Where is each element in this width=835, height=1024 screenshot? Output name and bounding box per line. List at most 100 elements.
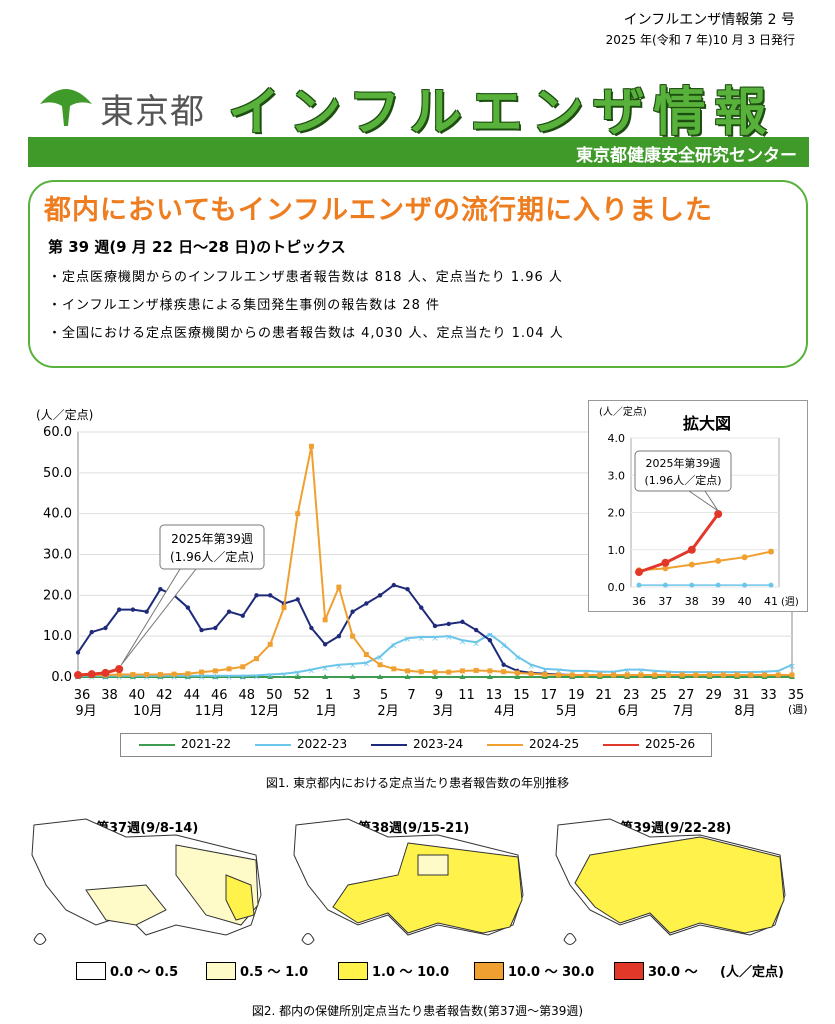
data-point-2024-25 <box>157 672 163 678</box>
data-point-2024-25 <box>583 672 589 678</box>
inset-series-2025-26-point <box>661 558 670 567</box>
y-tick-label: 0.0 <box>51 670 72 685</box>
data-point-2024-25 <box>569 672 575 678</box>
annotation-box <box>159 524 265 570</box>
legend-swatch-1 <box>206 962 236 980</box>
map-title-week38: 第38週(9/15-21) <box>358 821 470 836</box>
series-line-2025-26 <box>77 667 120 677</box>
x-tick-label: 5 <box>380 688 388 703</box>
data-point-2024-25 <box>418 669 424 675</box>
data-point-2023-24 <box>116 607 122 612</box>
legend-line-2021-22 <box>139 744 175 746</box>
data-point-2022-23: × <box>239 673 247 683</box>
inset-title: 拡大図 <box>683 414 731 433</box>
data-point-2022-23: × <box>459 637 467 647</box>
data-point-2023-24 <box>473 627 479 633</box>
data-point-2024-25 <box>336 584 342 590</box>
data-point-2021-22 <box>294 674 301 679</box>
inset-y-tick: 1.0 <box>608 544 626 557</box>
data-point-2024-25 <box>707 672 713 678</box>
newsletter-title: インフルエンザ情報 <box>228 83 776 143</box>
data-point-2023-24 <box>295 597 300 602</box>
inset-series-2024-25-point <box>688 561 695 568</box>
data-point-2023-24 <box>432 623 438 629</box>
legend-swatch-0 <box>76 962 106 980</box>
data-point-2023-24 <box>350 609 355 614</box>
x-month-label: 9月 <box>75 704 96 719</box>
topic-bullet: ・定点医療機関からのインフルエンザ患者報告数は 818 人、定点当たり 1.96… <box>48 270 563 285</box>
data-point-2023-24 <box>226 609 232 614</box>
data-point-2024-25 <box>556 672 562 678</box>
data-point-2022-23: × <box>390 641 398 651</box>
inset-series-2024-25-point <box>741 554 748 561</box>
annotation-text: 2025年第39週 <box>171 532 253 546</box>
data-point-2022-23: × <box>500 641 508 651</box>
inset-annotation-text: (1.96人／定点) <box>644 473 721 487</box>
data-point-2024-25 <box>611 672 616 678</box>
ginkgo-logo-icon <box>40 89 92 126</box>
data-point-2021-22 <box>514 674 521 679</box>
x-tick-label: 44 <box>184 688 201 703</box>
data-point-2024-25 <box>748 672 754 678</box>
legend-line-2022-23 <box>255 744 291 746</box>
map-title-week37: 第37週(9/8-14) <box>96 821 199 836</box>
map-title-week39: 第39週(9/22-28) <box>620 821 732 836</box>
x-tick-label: 50 <box>266 688 283 703</box>
data-point-2024-25 <box>624 672 630 678</box>
data-point-2024-25 <box>487 668 493 674</box>
data-point-2023-24 <box>487 638 493 643</box>
center-name: 東京都健康安全研究センター <box>576 146 797 166</box>
x-tick-label: 25 <box>650 688 667 703</box>
inset-y-tick: 4.0 <box>608 432 626 445</box>
inset-series-2025-26-point <box>635 568 643 577</box>
data-point-2022-23: × <box>170 673 178 683</box>
x-tick-label: 11 <box>458 688 475 703</box>
topics-box <box>28 180 808 368</box>
x-month-label: 12月 <box>250 704 280 719</box>
inset-y-tick: 3.0 <box>608 469 626 482</box>
data-point-2021-22 <box>404 674 411 679</box>
zoom-inset-chart: (人／定点) 拡大図 0.0 1.0 2.0 3.0 4.0 36 37 38 39 40 41 (週) 2… <box>588 400 808 612</box>
data-point-2024-25 <box>363 652 369 658</box>
inset-series-2022-23-point <box>742 582 748 588</box>
x-tick-label: 27 <box>678 688 695 703</box>
data-point-2024-25 <box>322 617 328 623</box>
issue-date: 2025 年(令和 7 年)10 月 3 日発行 <box>605 33 795 47</box>
inset-annotation-pointer <box>687 490 719 512</box>
data-point-2022-23: × <box>253 672 261 682</box>
x-tick-label: 31 <box>733 688 750 703</box>
inset-annotation-box <box>634 450 732 492</box>
x-month-label: 1月 <box>316 704 337 719</box>
data-point-2023-24 <box>322 642 328 647</box>
x-tick-label: 21 <box>595 688 612 703</box>
y-tick-label: 40.0 <box>43 507 72 522</box>
x-tick-label: 9 <box>435 688 443 703</box>
y-tick-label: 20.0 <box>43 588 72 603</box>
x-month-label: 11月 <box>195 704 225 719</box>
inset-series-2022-23-point <box>715 582 721 588</box>
data-point-2022-23: × <box>335 662 343 672</box>
legend-line-2023-24 <box>371 744 407 746</box>
data-point-2022-23: × <box>514 654 522 664</box>
legend-label-4: 30.0 ～ <box>648 965 698 980</box>
x-tick-label: 46 <box>211 688 228 703</box>
x-tick-label: 33 <box>760 688 777 703</box>
data-point-2024-25 <box>720 672 726 678</box>
data-point-2021-22 <box>486 674 493 679</box>
data-point-2022-23: × <box>294 669 302 679</box>
data-point-2024-25 <box>432 669 438 675</box>
data-point-2024-25 <box>446 669 452 675</box>
data-point-2023-24 <box>336 633 342 639</box>
inset-x-unit: (週) <box>781 596 799 608</box>
x-tick-label: 13 <box>486 688 503 703</box>
inset-annotation-text: 2025年第39週 <box>646 456 721 470</box>
x-tick-label: 38 <box>101 688 118 703</box>
x-month-label: 2月 <box>377 704 398 719</box>
data-point-2024-25 <box>734 672 740 678</box>
inset-y-tick: 2.0 <box>608 507 626 520</box>
data-point-2022-23: × <box>404 635 412 645</box>
y-tick-label: 10.0 <box>43 629 72 644</box>
legend-unit: (人／定点) <box>720 965 784 980</box>
data-point-2022-23: × <box>198 673 206 683</box>
legend-swatch-2 <box>338 962 368 980</box>
